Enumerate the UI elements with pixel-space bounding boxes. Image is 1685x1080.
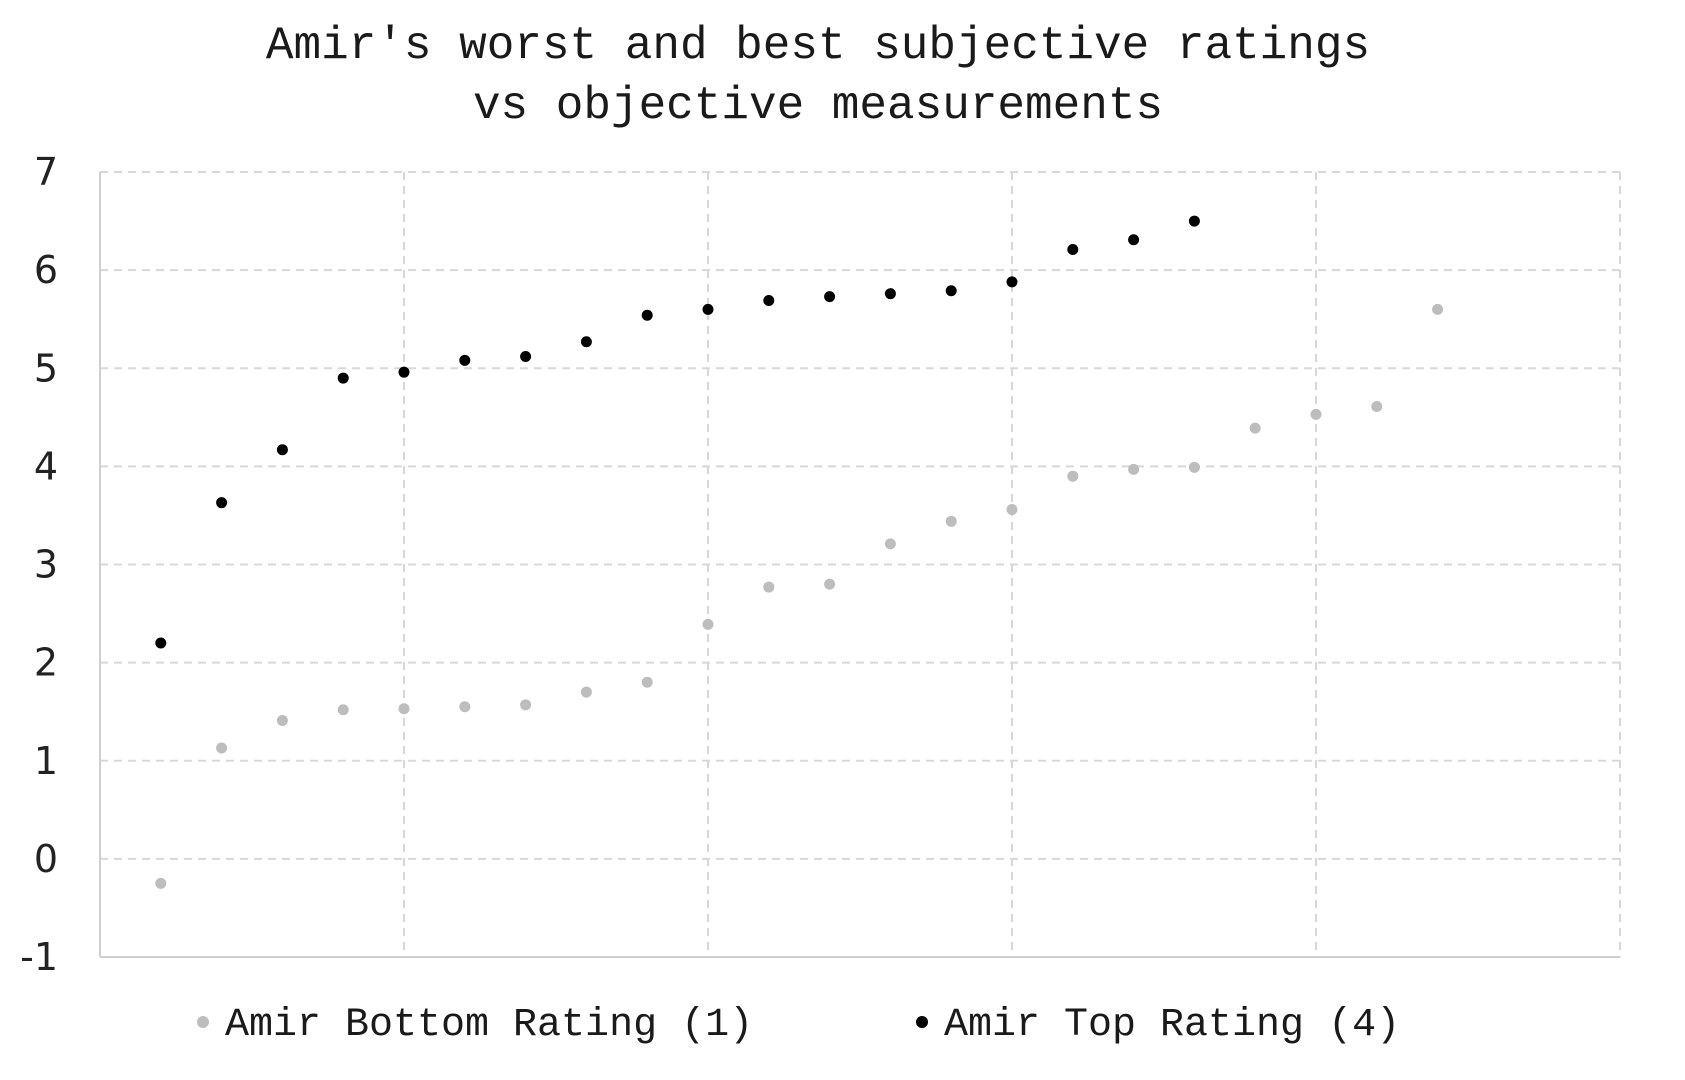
- data-point: [337, 372, 349, 384]
- y-tick-label: 6: [34, 248, 58, 292]
- legend-label: Amir Bottom Rating (1): [225, 1003, 753, 1048]
- data-point: [216, 742, 228, 754]
- data-point: [337, 704, 349, 716]
- data-point: [580, 336, 592, 348]
- data-point: [398, 366, 410, 378]
- y-axis-tick-labels: -1 0 1 2 3 4 5 6 7: [20, 150, 58, 979]
- data-point: [1188, 215, 1200, 227]
- legend-marker: [916, 1016, 928, 1028]
- y-tick-label: 3: [34, 543, 58, 587]
- data-point: [1006, 504, 1018, 516]
- data-point: [1067, 244, 1079, 256]
- data-point: [520, 699, 532, 711]
- data-point: [641, 676, 653, 688]
- data-point: [1371, 401, 1383, 413]
- data-point: [276, 715, 288, 727]
- data-point: [580, 686, 592, 698]
- data-point: [824, 578, 836, 590]
- legend-marker: [197, 1016, 209, 1028]
- legend-item: Amir Bottom Rating (1): [197, 1003, 753, 1048]
- y-tick-label: 7: [34, 150, 58, 194]
- legend-item: Amir Top Rating (4): [916, 1003, 1400, 1048]
- data-point: [702, 618, 714, 630]
- chart-title-line-1: Amir's worst and best subjective ratings: [266, 20, 1370, 72]
- data-point: [763, 295, 775, 307]
- data-point: [155, 877, 167, 889]
- data-point: [1249, 422, 1261, 434]
- data-point: [1188, 461, 1200, 473]
- data-point: [276, 444, 288, 456]
- data-point: [1128, 234, 1140, 246]
- axes: [99, 172, 1620, 958]
- series-top-rating: [155, 215, 1200, 649]
- y-tick-label: -1: [20, 935, 58, 979]
- data-point: [1310, 408, 1322, 420]
- data-point: [945, 515, 957, 527]
- data-point: [884, 288, 896, 300]
- data-point: [459, 354, 471, 366]
- chart-title: Amir's worst and best subjective ratings…: [266, 20, 1370, 132]
- data-point: [1128, 463, 1140, 475]
- data-point: [155, 637, 167, 649]
- data-point: [459, 701, 471, 713]
- data-point: [884, 538, 896, 550]
- y-tick-label: 0: [34, 837, 58, 881]
- grid: [100, 171, 1621, 957]
- y-tick-label: 4: [34, 444, 58, 488]
- series-bottom-rating: [155, 303, 1444, 889]
- data-point: [1006, 276, 1018, 288]
- data-point: [1067, 470, 1079, 482]
- data-points: [155, 215, 1444, 889]
- data-point: [763, 581, 775, 593]
- y-tick-label: 1: [34, 739, 58, 783]
- chart-title-line-2: vs objective measurements: [473, 80, 1163, 132]
- data-point: [398, 703, 410, 715]
- data-point: [702, 303, 714, 315]
- data-point: [824, 291, 836, 303]
- legend: Amir Bottom Rating (1) Amir Top Rating (4…: [197, 1003, 1400, 1048]
- data-point: [641, 309, 653, 321]
- data-point: [520, 350, 532, 362]
- y-tick-label: 2: [34, 641, 58, 685]
- data-point: [1432, 303, 1444, 315]
- data-point: [945, 285, 957, 297]
- y-tick-label: 5: [34, 346, 58, 390]
- legend-label: Amir Top Rating (4): [944, 1003, 1400, 1048]
- data-point: [216, 497, 228, 509]
